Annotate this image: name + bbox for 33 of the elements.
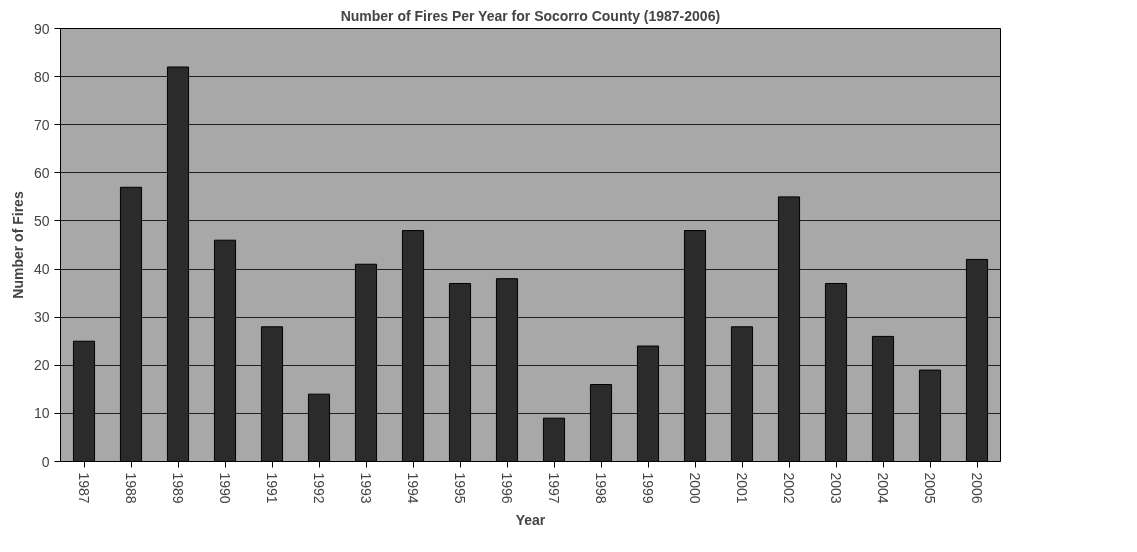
y-tick-label: 80 bbox=[33, 68, 50, 85]
x-tick-label: 1994 bbox=[405, 472, 421, 504]
x-tick-label: 2006 bbox=[969, 472, 985, 504]
x-tick-label: 2004 bbox=[875, 472, 891, 504]
x-tick-label: 1995 bbox=[452, 472, 468, 504]
y-tick-label: 10 bbox=[33, 405, 50, 422]
x-tick-label: 2000 bbox=[687, 472, 703, 504]
y-tick-label: 60 bbox=[33, 164, 50, 181]
x-axis-title: Year bbox=[515, 511, 546, 528]
x-tick-label: 2002 bbox=[781, 472, 797, 504]
y-tick-label: 90 bbox=[33, 20, 50, 37]
x-tick-label: 1988 bbox=[123, 472, 139, 504]
x-tick-label: 2005 bbox=[922, 472, 938, 504]
x-tick-label: 1991 bbox=[264, 472, 280, 504]
chart-title: Number of Fires Per Year for Socorro County (1987-2006) bbox=[340, 7, 721, 24]
y-tick-label: 50 bbox=[33, 212, 50, 229]
x-tick-label: 1999 bbox=[640, 472, 656, 504]
y-axis-title: Number of Fires bbox=[9, 191, 26, 299]
y-tick-label: 20 bbox=[33, 357, 50, 374]
y-tick-label: 40 bbox=[33, 261, 50, 278]
x-tick-label: 1997 bbox=[546, 472, 562, 504]
x-tick-label: 1998 bbox=[593, 472, 609, 504]
x-tick-label: 2001 bbox=[734, 472, 750, 504]
x-tick-label: 1987 bbox=[76, 472, 92, 504]
x-tick-label: 1990 bbox=[217, 472, 233, 504]
y-tick-label: 30 bbox=[33, 309, 50, 326]
x-tick-label: 2003 bbox=[828, 472, 844, 504]
y-tick-label: 0 bbox=[41, 453, 50, 470]
x-tick-label: 1989 bbox=[170, 472, 186, 504]
y-tick-label: 70 bbox=[33, 116, 50, 133]
x-tick-label: 1996 bbox=[499, 472, 515, 504]
x-tick-label: 1992 bbox=[311, 472, 327, 504]
x-tick-label: 1993 bbox=[358, 472, 374, 504]
